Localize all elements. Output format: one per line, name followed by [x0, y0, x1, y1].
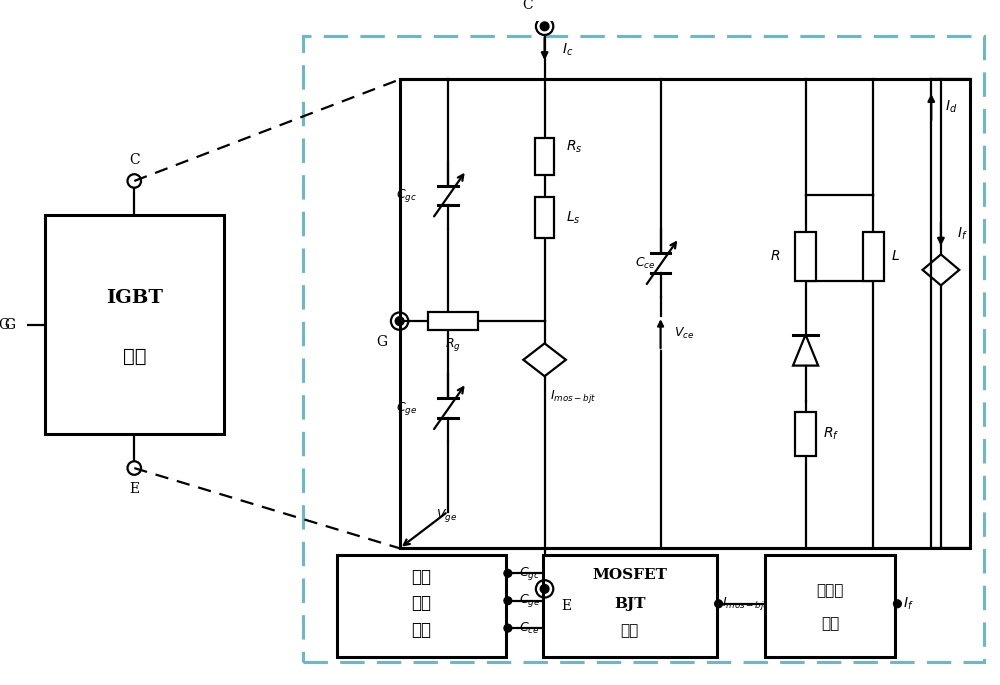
Bar — [45, 215, 224, 434]
Text: $I_f$: $I_f$ — [957, 226, 968, 242]
Text: $I_{mos-bjt}$: $I_{mos-bjt}$ — [550, 388, 597, 405]
Text: MOSFET: MOSFET — [592, 569, 667, 582]
Text: 二极管: 二极管 — [817, 584, 844, 599]
Text: 电容: 电容 — [411, 595, 431, 612]
Text: $V_{ce}$: $V_{ce}$ — [674, 326, 694, 341]
Text: $R$: $R$ — [770, 249, 780, 263]
Bar — [535, 197, 554, 238]
Text: 模块: 模块 — [411, 622, 431, 638]
Circle shape — [395, 316, 404, 325]
Circle shape — [715, 600, 722, 608]
Text: G: G — [0, 318, 10, 332]
Circle shape — [540, 22, 549, 31]
Text: G: G — [5, 318, 16, 332]
Text: $I_d$: $I_d$ — [945, 99, 957, 115]
Bar — [428, 312, 478, 330]
Text: 模块: 模块 — [123, 349, 146, 366]
Circle shape — [894, 600, 901, 608]
Circle shape — [504, 624, 512, 632]
Circle shape — [504, 597, 512, 605]
Text: E: E — [129, 482, 139, 497]
Text: $L_s$: $L_s$ — [566, 210, 580, 226]
Bar — [432, 313, 473, 329]
Text: $C_{ge}$: $C_{ge}$ — [519, 593, 541, 609]
Circle shape — [540, 584, 549, 593]
Bar — [765, 555, 895, 656]
Text: BJT: BJT — [614, 597, 645, 611]
Text: E: E — [561, 599, 571, 613]
Text: $I_c$: $I_c$ — [562, 41, 573, 58]
Text: 模块: 模块 — [621, 624, 639, 638]
Text: $I_{mos-bjt}$: $I_{mos-bjt}$ — [722, 595, 769, 612]
Text: $R_s$: $R_s$ — [566, 139, 582, 155]
Text: $C_{gc}$: $C_{gc}$ — [519, 565, 540, 582]
Text: $I_f$: $I_f$ — [903, 595, 914, 612]
Text: G: G — [377, 336, 388, 349]
Bar — [400, 79, 970, 548]
Text: C: C — [129, 153, 140, 166]
Text: $R_f$: $R_f$ — [823, 426, 839, 443]
Bar — [535, 138, 554, 175]
Bar — [337, 555, 506, 656]
Text: $L$: $L$ — [891, 249, 900, 263]
Text: $C_{ce}$: $C_{ce}$ — [519, 621, 540, 636]
Text: 寄生: 寄生 — [411, 569, 431, 586]
Text: $C_{gc}$: $C_{gc}$ — [396, 187, 417, 204]
Text: $C_{ge}$: $C_{ge}$ — [396, 399, 417, 416]
Bar — [543, 555, 717, 656]
Text: 模块: 模块 — [821, 617, 839, 631]
Bar — [795, 232, 816, 281]
Text: C: C — [522, 0, 533, 12]
Text: IGBT: IGBT — [106, 289, 163, 307]
Bar — [795, 412, 816, 456]
Bar — [863, 232, 884, 281]
Text: $R_g$: $R_g$ — [445, 336, 461, 353]
Circle shape — [504, 569, 512, 577]
Text: $V_{ge}$: $V_{ge}$ — [436, 507, 457, 524]
Text: $C_{ce}$: $C_{ce}$ — [635, 256, 656, 271]
